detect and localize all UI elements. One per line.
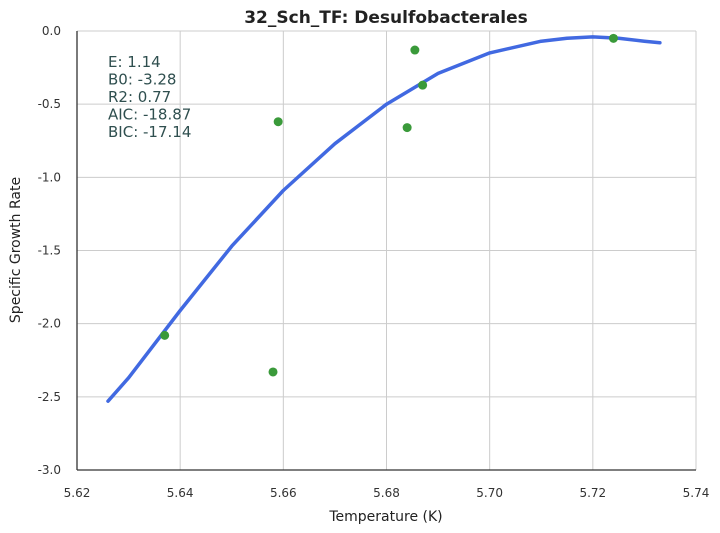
y-tick-label: -1.0 (38, 170, 61, 184)
x-tick-label: 5.72 (579, 486, 606, 500)
fit-curve (106, 35, 662, 403)
y-tick-labels: 0.0 -0.5 -1.0 -1.5 -2.0 -2.5 -3.0 (38, 24, 61, 477)
stat-line: B0: -3.28 (108, 71, 176, 89)
data-point (608, 33, 618, 43)
data-point (410, 45, 420, 55)
x-tick-labels: 5.62 5.64 5.66 5.68 5.70 5.72 5.74 (64, 486, 710, 500)
y-tick-label: -2.5 (38, 390, 61, 404)
x-tick-label: 5.62 (64, 486, 91, 500)
data-point (418, 80, 428, 90)
y-tick-label: -0.5 (38, 97, 61, 111)
data-point (273, 117, 283, 127)
y-tick-label: -1.5 (38, 244, 61, 258)
stat-line: BIC: -17.14 (108, 123, 191, 141)
x-tick-label: 5.68 (373, 486, 400, 500)
x-axis-title: Temperature (K) (328, 509, 442, 525)
y-tick-label: 0.0 (42, 24, 61, 38)
data-point (268, 367, 278, 377)
x-tick-label: 5.66 (270, 486, 297, 500)
y-tick-label: -2.0 (38, 317, 61, 331)
x-tick-label: 5.70 (476, 486, 503, 500)
y-tick-label: -3.0 (38, 463, 61, 477)
y-axis-title: Specific Growth Rate (8, 177, 24, 323)
data-point (160, 330, 170, 340)
stat-line: AIC: -18.87 (108, 106, 191, 124)
stat-line: R2: 0.77 (108, 88, 171, 106)
data-points (160, 33, 618, 377)
x-tick-label: 5.74 (683, 486, 710, 500)
stat-line: E: 1.14 (108, 53, 161, 71)
axes (76, 31, 696, 471)
x-tick-label: 5.64 (167, 486, 194, 500)
chart-title: 32_Sch_TF: Desulfobacterales (244, 8, 528, 28)
data-point (402, 123, 412, 133)
